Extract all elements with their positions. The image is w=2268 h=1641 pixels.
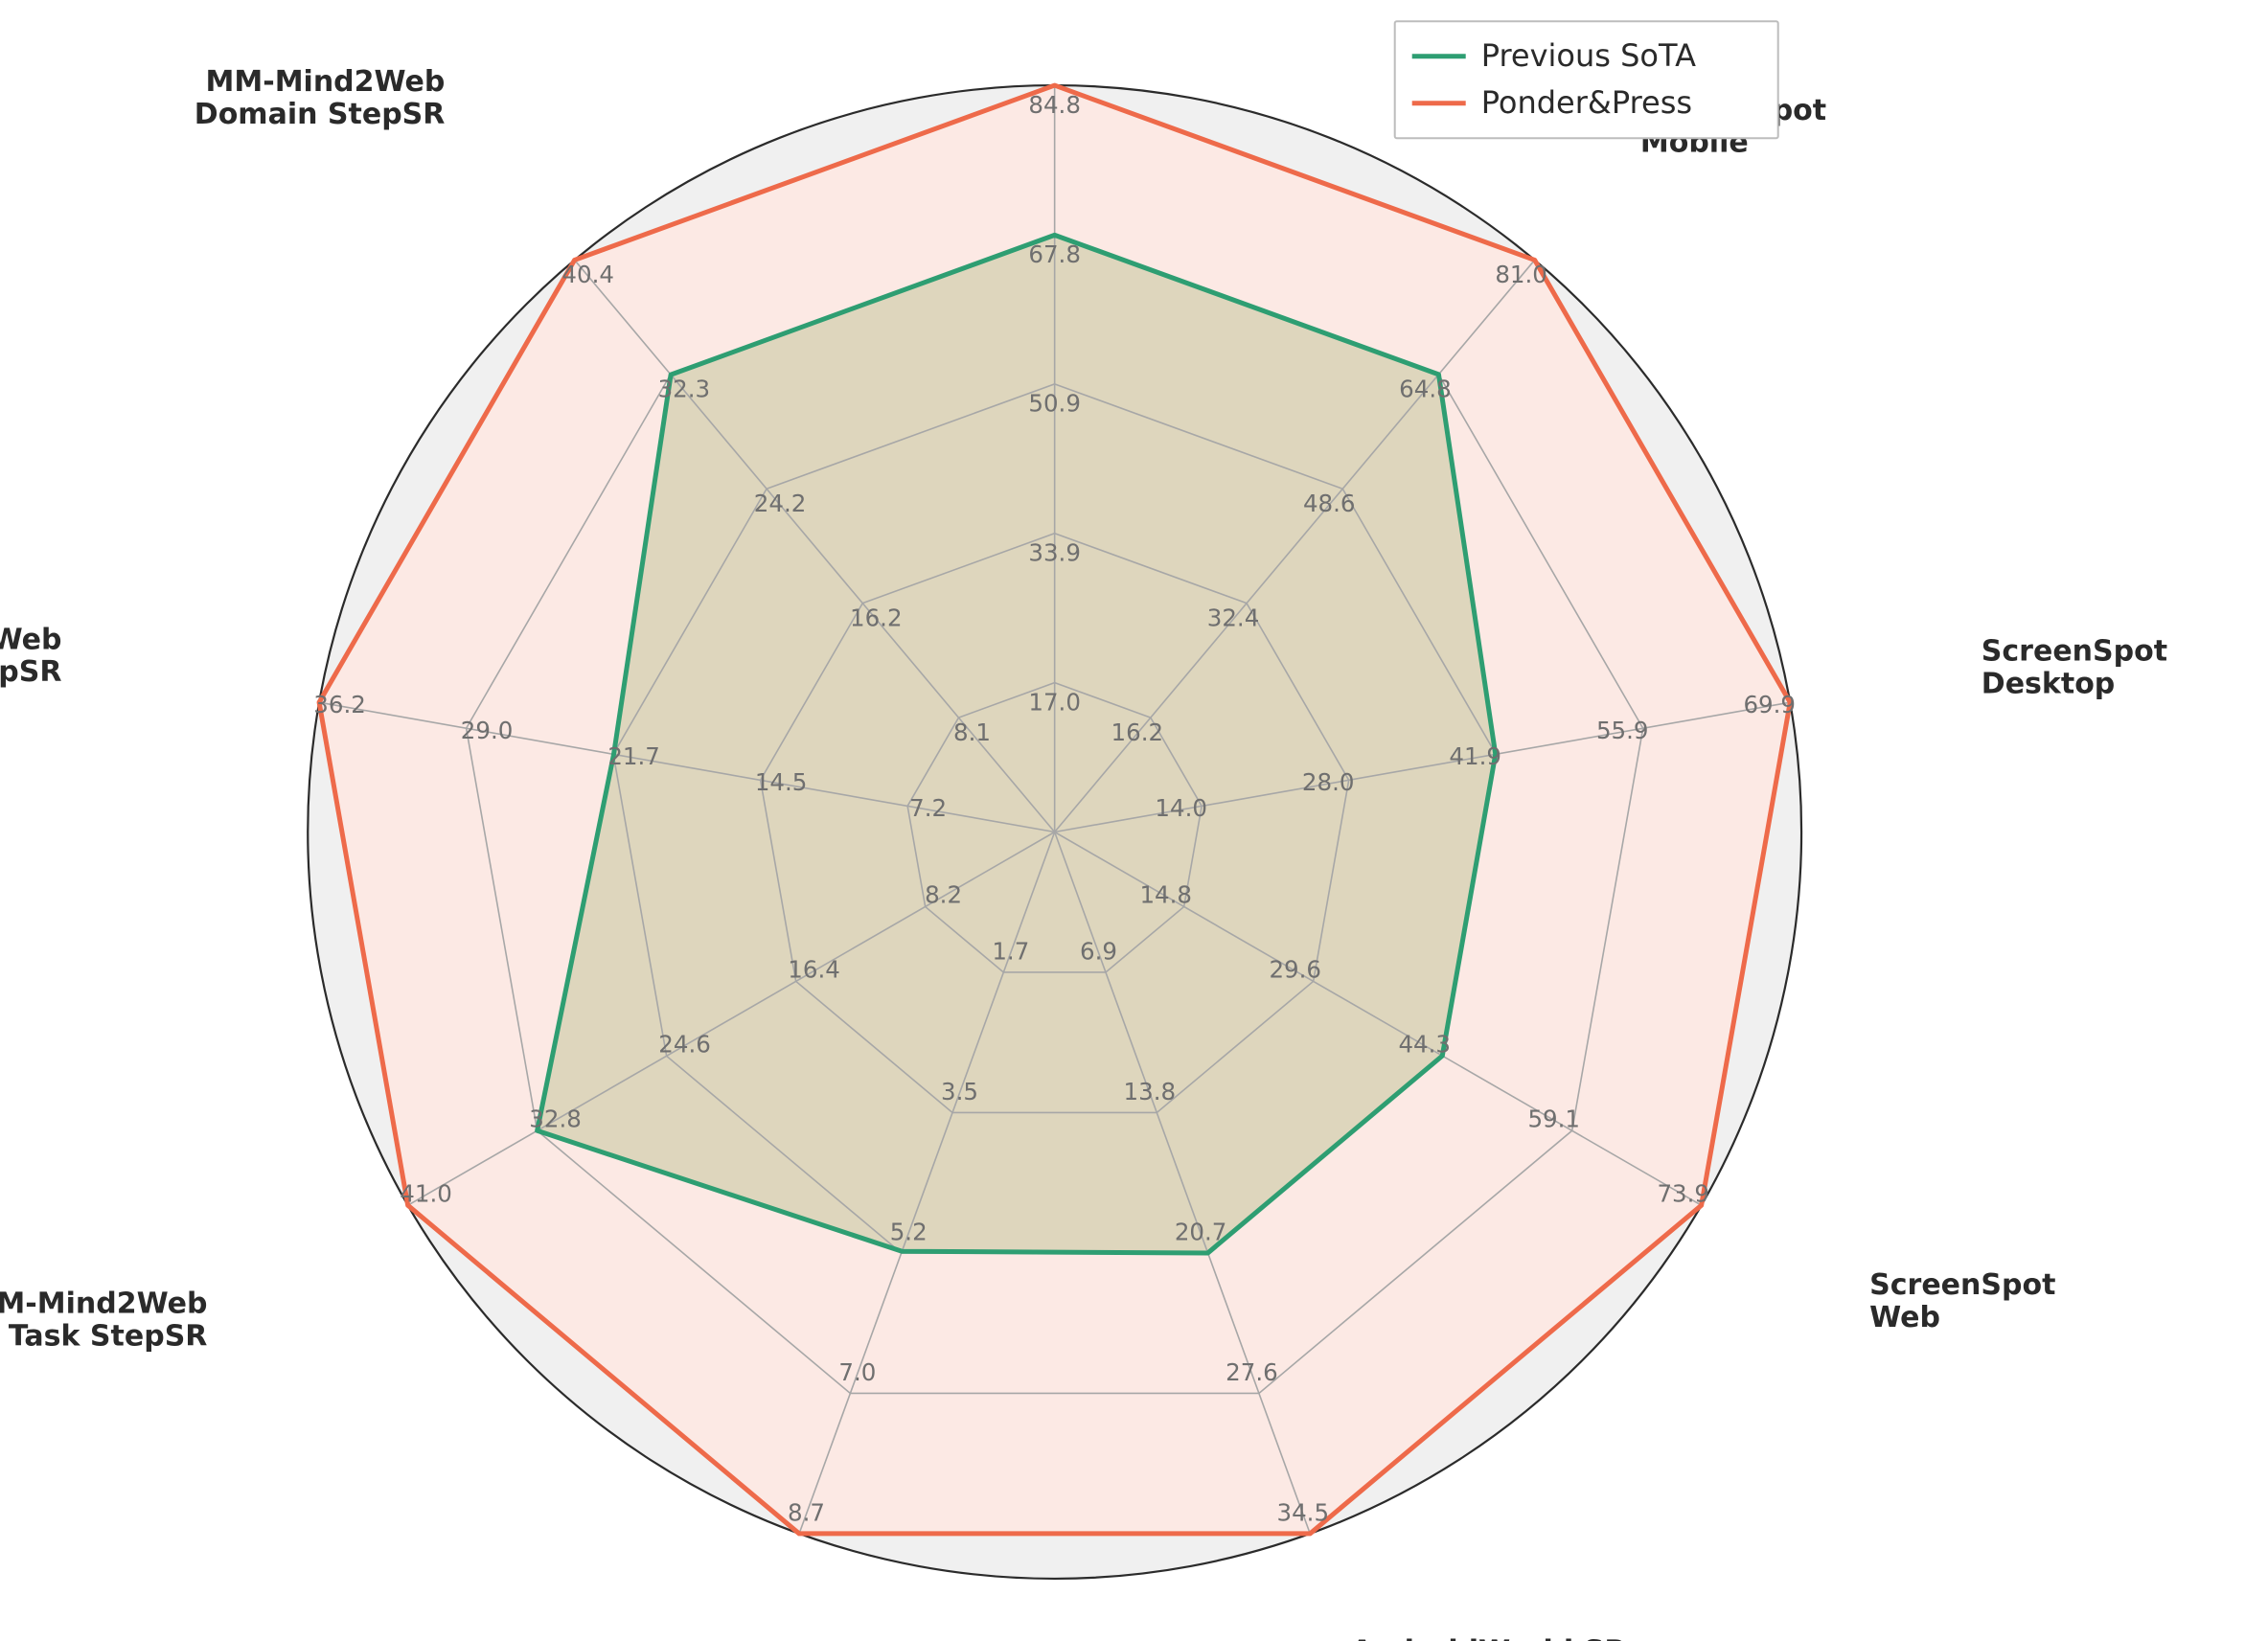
svg-text:Task StepSR: Task StepSR [9,1319,208,1353]
svg-text:MM-Mind2Web: MM-Mind2Web [206,65,446,99]
ring-label: 8.1 [953,718,991,746]
ring-label: 8.7 [788,1498,825,1526]
svg-text:Domain StepSR: Domain StepSR [195,98,446,131]
ring-label: 50.9 [1028,390,1081,418]
ring-label: 34.5 [1276,1498,1329,1526]
ring-label: 7.2 [909,794,947,822]
ring-label: 84.8 [1028,91,1081,119]
ring-label: 28.0 [1302,768,1355,796]
ring-label: 13.8 [1124,1078,1177,1105]
ring-label: 69.9 [1743,691,1796,718]
ring-label: 67.8 [1028,240,1081,268]
svg-text:MM-Mind2Web: MM-Mind2Web [0,1288,207,1321]
radar-chart: 17.0 16.2 14.0 14.8 6.9 1.7 8.2 7.2 8.1 33.9 32.4 2… [0,0,2268,1641]
svg-text:ScreenSpot: ScreenSpot [1869,1268,2055,1302]
ring-label: 41.9 [1449,742,1501,770]
ring-label: 21.7 [607,742,660,770]
ring-label: 29.6 [1269,955,1321,983]
ring-label: 24.2 [754,490,807,517]
ring-label: 40.4 [561,261,614,288]
axis-label-6: MM-Mind2WebTask StepSR [0,1288,207,1354]
ring-label: 5.2 [890,1218,928,1245]
ring-label: 17.0 [1028,688,1081,716]
ring-label: 81.0 [1495,261,1547,288]
svg-text:Website StepSR: Website StepSR [0,655,61,689]
svg-text:Web: Web [1869,1301,1940,1334]
legend-label: Previous SoTA [1481,37,1696,74]
ring-label: 6.9 [1080,937,1117,965]
ring-label: 32.3 [658,376,711,403]
ring-label: 20.7 [1175,1218,1227,1245]
axis-label-4: AndroidWorld SR [1351,1634,1627,1641]
axis-label-8: MM-Mind2WebDomain StepSR [195,65,446,131]
ring-label: 64.8 [1399,376,1452,403]
ring-label: 14.8 [1139,881,1192,909]
ring-label: 33.9 [1028,539,1081,567]
ring-label: 14.0 [1155,794,1207,822]
ring-label: 55.9 [1596,717,1649,744]
radar-chart-container: 17.0 16.2 14.0 14.8 6.9 1.7 8.2 7.2 8.1 33.9 32.4 2… [0,0,2268,1641]
svg-text:Desktop: Desktop [1982,667,2115,700]
ring-label: 73.9 [1657,1179,1709,1207]
legend: Previous SoTA Ponder&Press [1395,21,1778,138]
ring-label: 8.2 [925,881,962,909]
ring-label: 14.5 [755,768,808,796]
ring-label: 16.4 [788,955,840,983]
ring-label: 36.2 [313,691,366,718]
ring-label: 48.6 [1303,490,1356,517]
axis-label-7: MM-Mind2WebWebsite StepSR [0,623,61,689]
ring-label: 1.7 [992,937,1029,965]
legend-label: Ponder&Press [1481,84,1692,121]
ring-label: 59.1 [1527,1105,1580,1132]
svg-text:AndroidWorld SR: AndroidWorld SR [1351,1634,1627,1641]
ring-label: 32.8 [529,1105,582,1132]
ring-label: 27.6 [1226,1358,1278,1386]
ring-label: 16.2 [1111,718,1164,746]
ring-label: 41.0 [400,1179,452,1207]
svg-text:MM-Mind2Web: MM-Mind2Web [0,623,61,656]
ring-label: 16.2 [850,604,903,631]
ring-label: 32.4 [1207,604,1260,631]
ring-label: 24.6 [658,1030,711,1058]
ring-label: 3.5 [941,1078,978,1105]
ring-label: 44.3 [1398,1030,1451,1058]
ring-label: 7.0 [838,1358,876,1386]
svg-text:ScreenSpot: ScreenSpot [1982,635,2167,669]
ring-label: 29.0 [461,717,514,744]
